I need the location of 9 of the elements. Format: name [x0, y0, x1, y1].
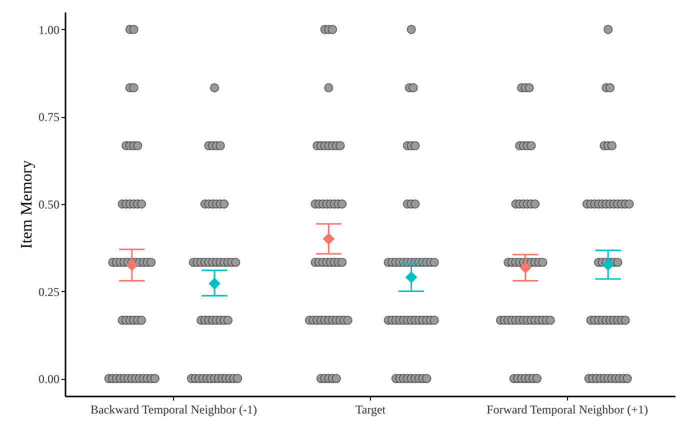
y-tick-label: 1.00	[38, 22, 60, 37]
y-tick-label: 0.00	[38, 372, 60, 386]
x-tick-label: Forward Temporal Neighbor (+1)	[486, 402, 648, 416]
y-axis-title: Item Memory	[18, 160, 36, 249]
y-tick-label: 0.75	[38, 110, 60, 124]
y-tick-label: 0.25	[38, 284, 60, 299]
x-tick-label: Backward Temporal Neighbor (-1)	[90, 402, 258, 416]
x-tick-label: Target	[355, 402, 386, 416]
y-tick-label: 0.50	[38, 198, 60, 212]
